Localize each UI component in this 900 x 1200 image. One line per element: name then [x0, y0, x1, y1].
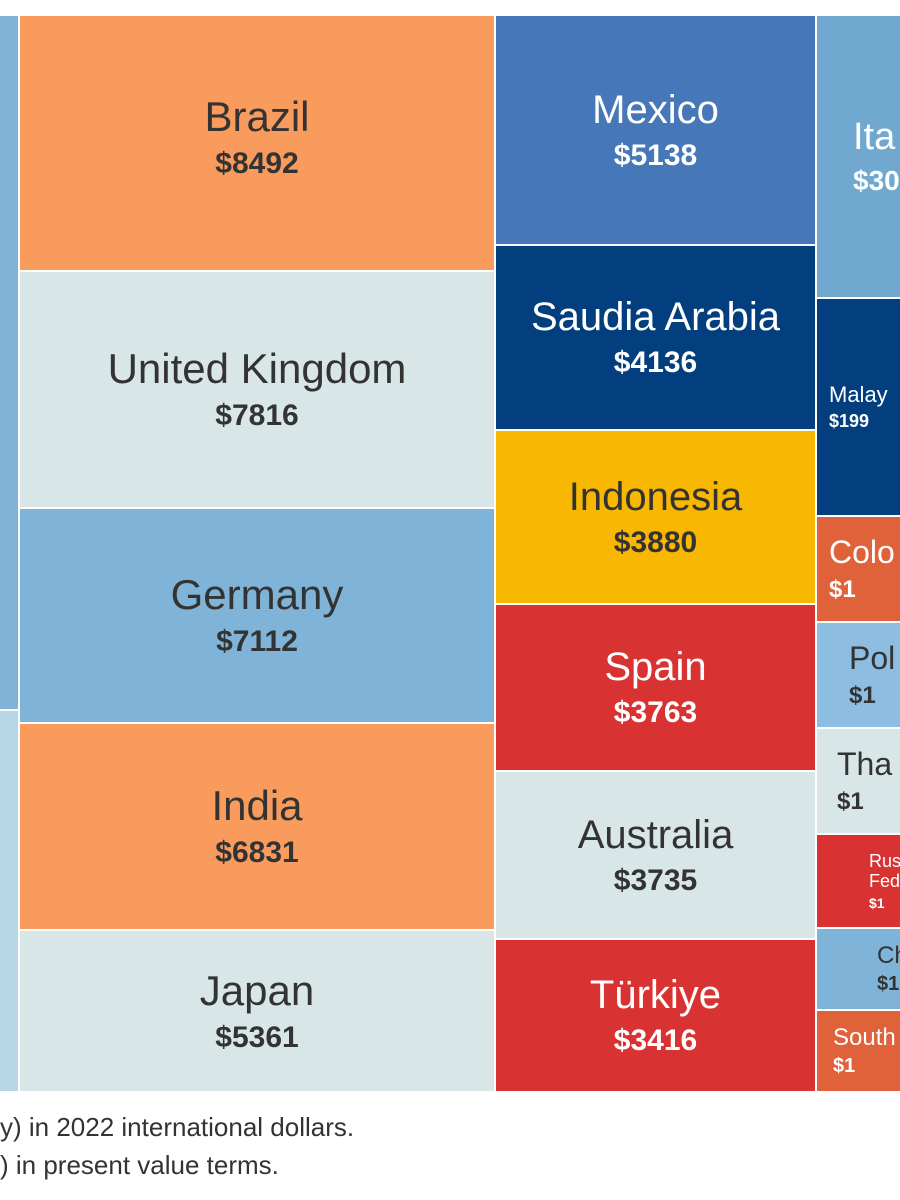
cell-label: Saudia Arabia: [530, 295, 781, 340]
treemap-cell-pol: Pol $1: [816, 622, 900, 728]
treemap-cell-unlabeled-1: [0, 710, 19, 1092]
treemap-cell-germany: Germany $7112: [19, 508, 495, 723]
treemap-cell-india: India $6831: [19, 723, 495, 930]
treemap-cell-t-rkiye: Türkiye $3416: [495, 939, 816, 1092]
cell-label: Germany: [170, 571, 344, 619]
cell-label: India: [211, 782, 303, 830]
cell-label: Brazil: [204, 92, 310, 140]
cell-label: Spain: [604, 645, 707, 690]
treemap-cell-mexico: Mexico $5138: [495, 15, 816, 245]
treemap-cell-saudia-arabia: Saudia Arabia $4136: [495, 245, 816, 430]
treemap-cell-spain: Spain $3763: [495, 604, 816, 771]
cell-label: Türkiye: [589, 973, 722, 1018]
cell-label: Colo: [829, 534, 895, 571]
treemap-cell-australia: Australia $3735: [495, 771, 816, 939]
cell-label: South: [833, 1023, 896, 1051]
note-line-2: ) in present value terms.: [0, 1150, 279, 1180]
cell-label: Ch: [877, 941, 900, 969]
treemap-cell-south: South $1: [816, 1010, 900, 1092]
cell-label: Malay: [829, 382, 888, 407]
cell-label: Indonesia: [568, 474, 743, 519]
cell-label: Tha: [837, 746, 893, 783]
cell-value: $3416: [613, 1024, 698, 1058]
cell-value: $1: [837, 788, 864, 816]
cell-value: $3763: [613, 696, 698, 730]
cell-label: United Kingdom: [107, 345, 407, 393]
treemap-cell-brazil: Brazil $8492: [19, 15, 495, 271]
cell-value: $7816: [215, 399, 299, 433]
treemap-cell-rus-fede: Rus Fede $1: [816, 834, 900, 928]
treemap-cell-tha: Tha $1: [816, 728, 900, 834]
treemap-chart: Brazil $8492 United Kingdom $7816 Germany $71…: [0, 15, 900, 1092]
cell-value: $199: [829, 411, 870, 432]
cell-label: Ita: [853, 115, 896, 158]
treemap-cell-colo: Colo $1: [816, 516, 900, 622]
treemap-cell-indonesia: Indonesia $3880: [495, 430, 816, 604]
cell-value: $8492: [215, 146, 299, 180]
cell-value: $5138: [613, 138, 698, 172]
cell-value: $3735: [613, 863, 698, 897]
cell-value: $1: [833, 1055, 856, 1078]
cell-value: $1: [869, 895, 885, 912]
treemap-cell-unlabeled-0: [0, 15, 19, 710]
cell-value: $5361: [215, 1020, 299, 1054]
treemap-cell-malay: Malay $199: [816, 298, 900, 516]
cell-value: $4136: [613, 346, 698, 380]
treemap-cell-united-kingdom: United Kingdom $7816: [19, 271, 495, 508]
cell-value: $1: [829, 576, 856, 604]
cell-value: $6831: [215, 836, 299, 870]
cell-value: $30: [853, 165, 900, 197]
note-line-1: y) in 2022 international dollars.: [0, 1112, 355, 1142]
cell-label: Australia: [577, 812, 734, 857]
cell-label: Rus Fede: [869, 850, 900, 892]
cell-label: Japan: [199, 966, 315, 1014]
chart-notes: y) in 2022 international dollars. ) in p…: [0, 1108, 900, 1184]
treemap-cell-ita: Ita $30: [816, 15, 900, 298]
cell-value: $3880: [613, 525, 698, 559]
treemap-cell-japan: Japan $5361: [19, 930, 495, 1092]
cell-label: Pol: [849, 640, 896, 677]
cell-label: Mexico: [592, 87, 719, 132]
cell-value: $1: [849, 682, 876, 710]
cell-value: $1: [877, 973, 900, 996]
treemap-cell-ch: Ch $1: [816, 928, 900, 1010]
cell-value: $7112: [216, 625, 298, 659]
